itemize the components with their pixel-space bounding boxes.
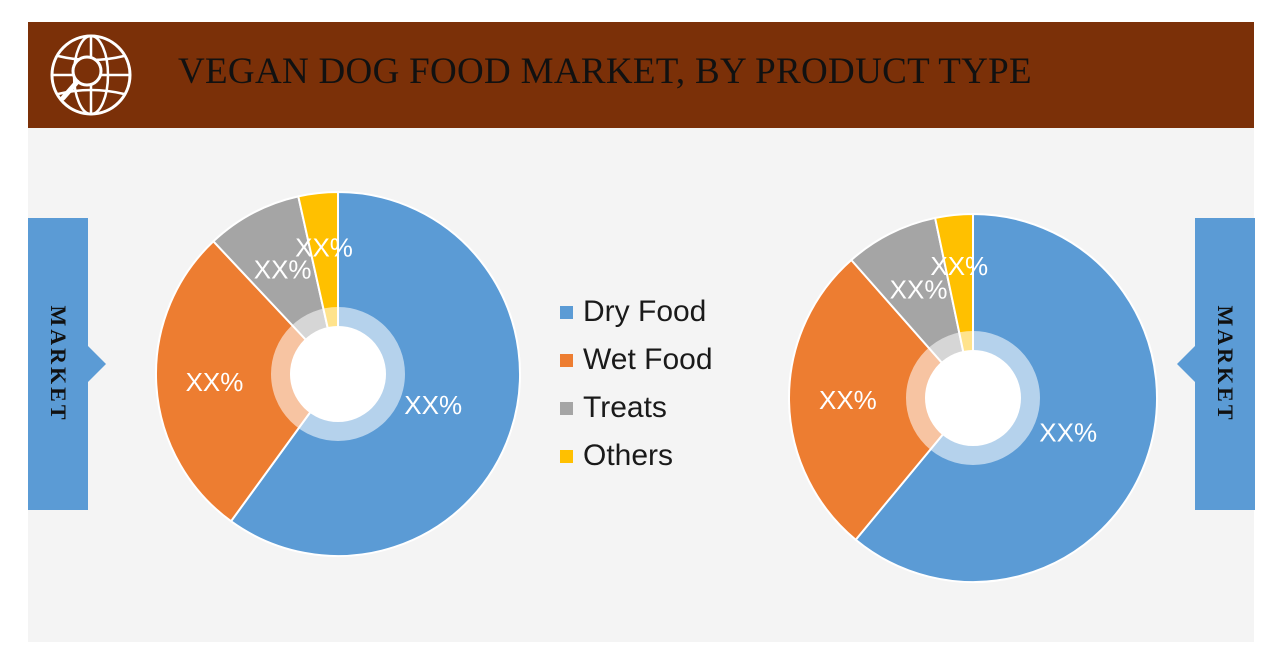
slice-label: XX%	[254, 254, 312, 284]
left-side-tab: MARKET	[28, 218, 106, 510]
slice-label: XX%	[404, 390, 462, 420]
legend-label: Wet Food	[583, 343, 713, 376]
right-side-tab: MARKET	[1177, 218, 1255, 510]
pie-slice-wet-food	[788, 258, 975, 542]
legend-item-treats: Treats	[560, 384, 713, 432]
legend-item-wet-food: Wet Food	[560, 336, 713, 384]
donut-ring	[271, 307, 405, 441]
legend-swatch	[560, 401, 573, 415]
globe-magnifier-icon	[50, 34, 132, 116]
legend-swatch	[560, 353, 573, 367]
legend-item-dry-food: Dry Food	[560, 288, 713, 336]
slice-label: XX%	[930, 251, 988, 281]
slice-label: XX%	[186, 367, 244, 397]
donut-hole	[925, 350, 1021, 446]
legend-item-others: Others	[560, 432, 713, 480]
donut-ring	[906, 331, 1040, 465]
donut-chart-1: XX%XX%XX%XX%	[155, 190, 521, 557]
legend-label: Dry Food	[583, 295, 707, 328]
page-title: VEGAN DOG FOOD MARKET, BY PRODUCT TYPE	[178, 51, 1032, 92]
slice-label: XX%	[1039, 417, 1097, 447]
donut-hole	[290, 326, 386, 422]
header-bar	[28, 22, 1254, 128]
legend-label: Treats	[583, 391, 667, 424]
pie-slice-wet-food	[155, 239, 340, 523]
legend-swatch	[560, 449, 573, 463]
slice-label: XX%	[295, 232, 353, 262]
legend: Dry Food Wet Food Treats Others	[560, 288, 713, 480]
slice-label: XX%	[819, 385, 877, 415]
slice-label: XX%	[890, 274, 948, 304]
legend-label: Others	[583, 439, 674, 472]
donut-chart-2: XX%XX%XX%XX%	[788, 212, 1158, 583]
legend-swatch	[560, 305, 573, 319]
